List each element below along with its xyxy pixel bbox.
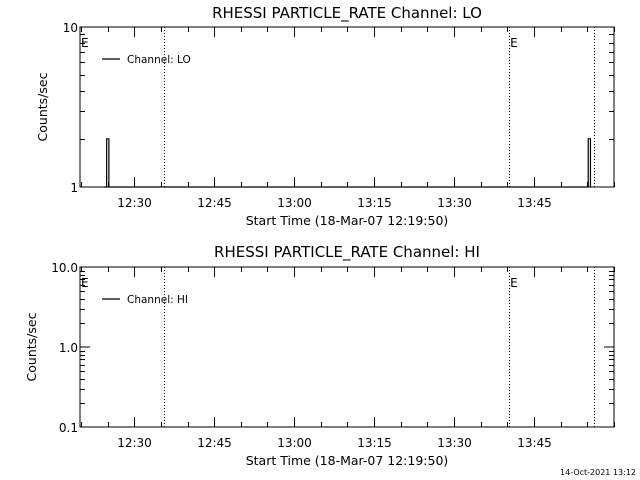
x-tick-label: 13:45 bbox=[517, 196, 552, 210]
footer-timestamp: 14-Oct-2021 13:12 bbox=[560, 468, 636, 477]
y-tick-label: 0.1 bbox=[59, 421, 78, 435]
series-line bbox=[103, 138, 592, 188]
y-axis-label: Counts/sec bbox=[24, 312, 39, 381]
event-marker-label: E bbox=[81, 276, 89, 290]
legend-entry: Channel: HI bbox=[127, 294, 188, 306]
x-tick-label: 13:30 bbox=[437, 436, 472, 450]
y-tick-label: 1 bbox=[70, 181, 78, 195]
x-axis-label: Start Time (18-Mar-07 12:19:50) bbox=[246, 453, 449, 468]
x-tick-label: 13:15 bbox=[357, 196, 392, 210]
y-tick-label: 10 bbox=[63, 21, 78, 35]
y-tick-label: 10.0 bbox=[51, 261, 78, 275]
y-tick-label: 1.0 bbox=[59, 341, 78, 355]
x-tick-label: 12:45 bbox=[197, 436, 232, 450]
x-tick-label: 12:30 bbox=[117, 436, 152, 450]
legend-entry: Channel: LO bbox=[127, 54, 191, 66]
x-tick-label: 13:00 bbox=[277, 196, 312, 210]
x-tick-label: 13:00 bbox=[277, 436, 312, 450]
x-tick-label: 13:30 bbox=[437, 196, 472, 210]
x-tick-label: 12:45 bbox=[197, 196, 232, 210]
event-marker-label: E bbox=[510, 36, 518, 50]
x-axis-label: Start Time (18-Mar-07 12:19:50) bbox=[246, 213, 449, 228]
chart-title: RHESSI PARTICLE_RATE Channel: HI bbox=[214, 243, 480, 262]
plot-frame bbox=[79, 26, 615, 188]
plot-frame bbox=[79, 266, 615, 428]
chart-title: RHESSI PARTICLE_RATE Channel: LO bbox=[212, 4, 482, 23]
y-axis-label: Counts/sec bbox=[35, 72, 50, 141]
event-marker-label: E bbox=[510, 276, 518, 290]
x-tick-label: 13:45 bbox=[517, 436, 552, 450]
x-tick-label: 13:15 bbox=[357, 436, 392, 450]
x-tick-label: 12:30 bbox=[117, 196, 152, 210]
